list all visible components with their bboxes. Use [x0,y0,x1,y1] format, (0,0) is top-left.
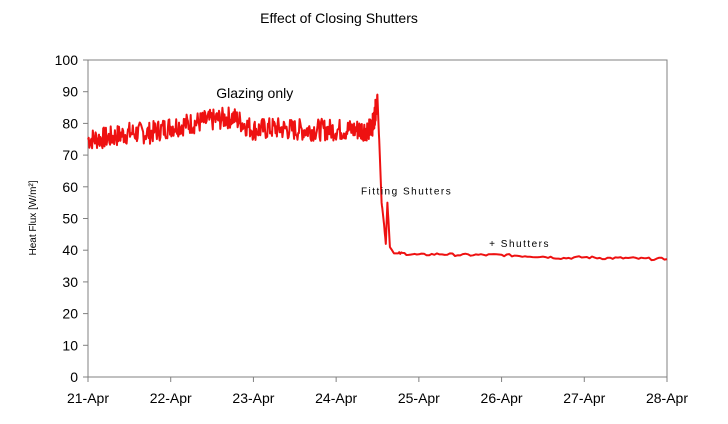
annotation: Glazing only [216,85,293,101]
x-tick-label: 24-Apr [315,390,357,406]
series-layer [87,93,668,262]
y-tick-label: 0 [70,369,78,385]
x-tick-label: 27-Apr [563,390,605,406]
x-tick-label: 23-Apr [232,390,274,406]
annotation: Fitting Shutters [361,187,452,198]
y-tick-label: 30 [62,274,78,290]
annotation: + Shutters [489,239,550,250]
y-tick-label: 20 [62,306,78,322]
x-tick-label: 21-Apr [67,390,109,406]
x-tick-label: 25-Apr [398,390,440,406]
y-axis-label: Heat Flux [W/m²] [28,180,39,255]
y-tick-label: 80 [62,115,78,131]
x-tick-label: 28-Apr [646,390,688,406]
annotations: Glazing only Fitting Shutters + Shutters [216,85,550,250]
y-tick-label: 60 [62,179,78,195]
y-tick-label: 90 [62,84,78,100]
y-tick-label: 50 [62,211,78,227]
y-tick-label: 100 [55,52,79,68]
y-axis: 0 10 20 30 40 50 60 70 80 90 100 [55,52,88,385]
series-line [87,93,668,262]
y-tick-label: 40 [62,242,78,258]
x-axis: 21-Apr 22-Apr 23-Apr 24-Apr 25-Apr 26-Apr 27-A… [67,377,688,406]
x-tick-label: 26-Apr [481,390,523,406]
x-tick-label: 22-Apr [150,390,192,406]
chart-title: Effect of Closing Shutters [260,10,418,26]
y-tick-label: 70 [62,147,78,163]
y-tick-label: 10 [62,337,78,353]
